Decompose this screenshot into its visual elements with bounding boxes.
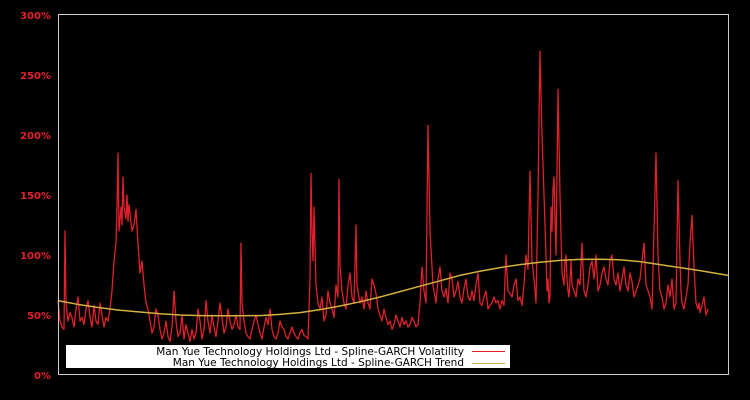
y-tick-150: 150%: [20, 191, 51, 202]
legend-box: [66, 345, 510, 368]
plot-area: [57, 50, 729, 343]
y-axis: 300% 250% 200% 150% 100% 50% 0%: [20, 11, 51, 382]
trend-series-line: [57, 258, 729, 317]
plot-frame: [58, 14, 729, 375]
y-tick-0: 0%: [34, 371, 51, 382]
legend-label-volatility: Man Yue Technology Holdings Ltd - Spline…: [156, 346, 464, 358]
legend-label-trend: Man Yue Technology Holdings Ltd - Spline…: [173, 357, 464, 369]
y-tick-200: 200%: [20, 131, 51, 142]
y-tick-50: 50%: [27, 311, 51, 322]
y-tick-300: 300%: [20, 11, 51, 22]
y-tick-100: 100%: [20, 251, 51, 262]
legend: Man Yue Technology Holdings Ltd - Spline…: [66, 345, 510, 369]
y-tick-250: 250%: [20, 71, 51, 82]
